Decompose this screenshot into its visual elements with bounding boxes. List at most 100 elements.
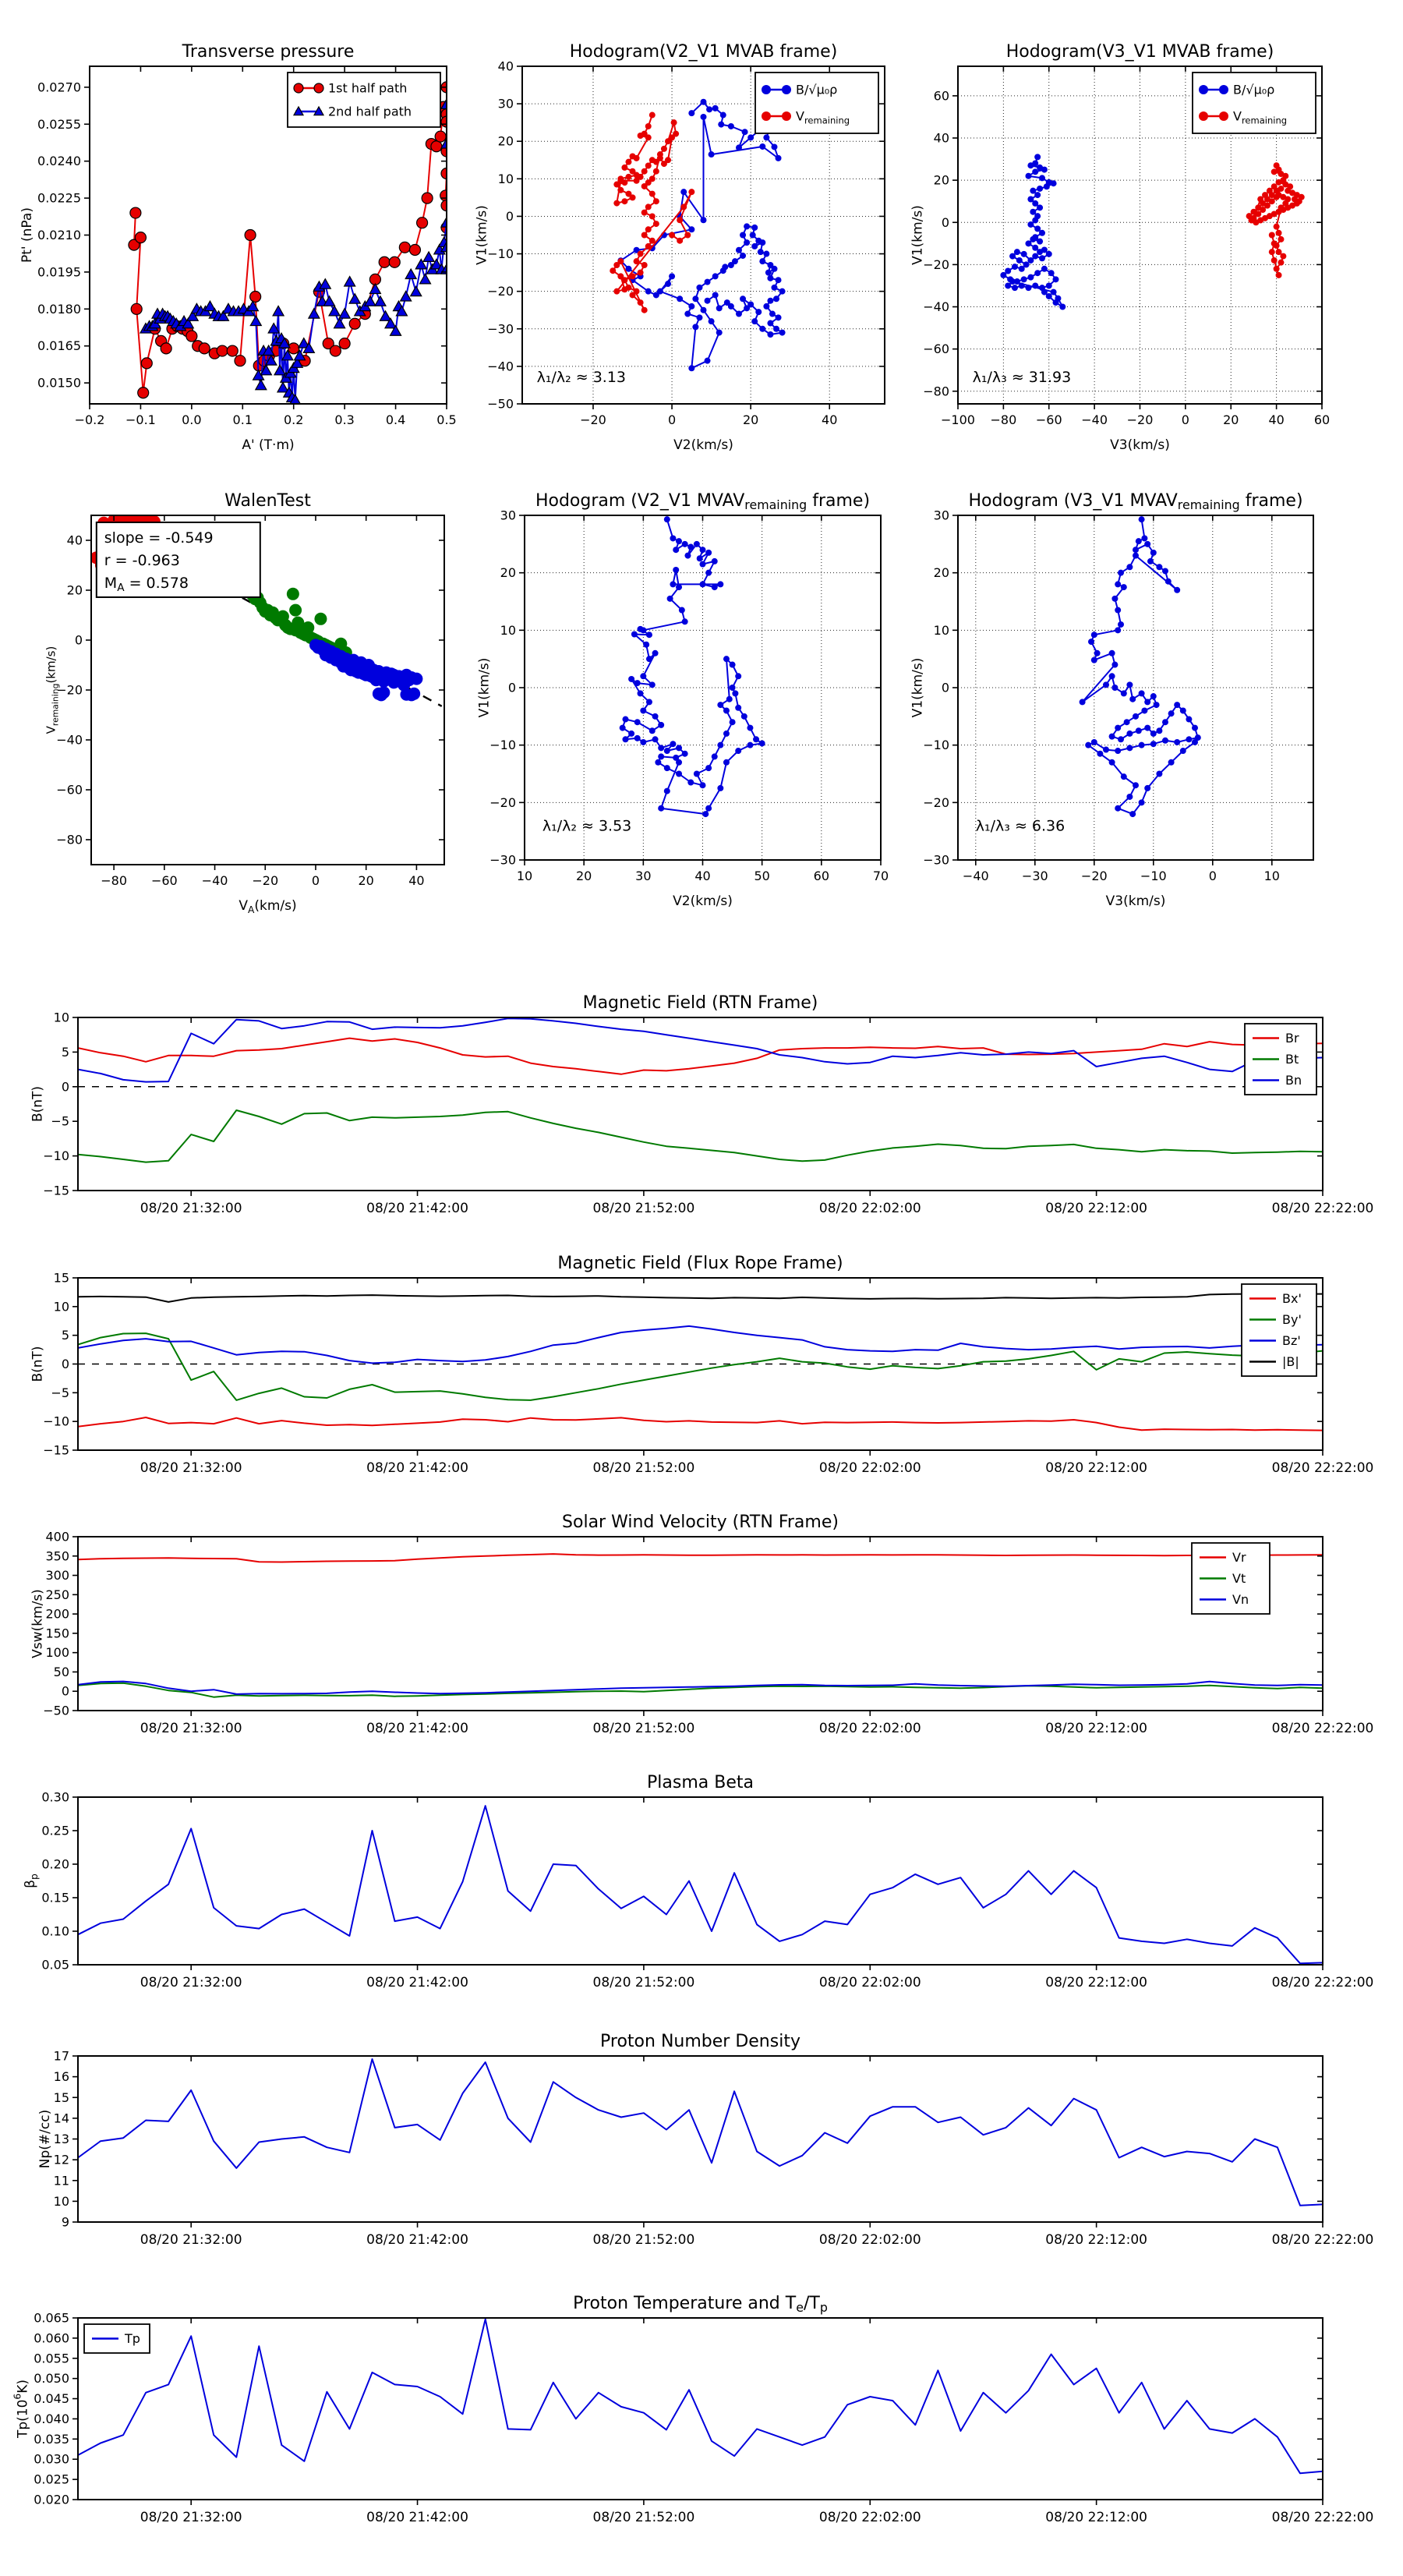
y-axis-label: Np(#/cc)	[37, 2110, 53, 2168]
y-tick-label: −40	[56, 733, 83, 748]
x-tick-label: 0	[1182, 412, 1189, 427]
x-tick-label: 08/20 22:02:00	[819, 1721, 921, 1736]
x-tick-label: 08/20 21:42:00	[366, 1201, 468, 1216]
y-tick-label: −20	[487, 284, 514, 299]
y-tick-label: 10	[54, 1010, 69, 1025]
y-tick-label: 0	[942, 215, 949, 230]
x-tick-label: 08/20 22:02:00	[819, 1460, 921, 1476]
legend-label: B/√μ₀ρ	[1233, 83, 1274, 97]
y-axis-label: Pt' (nPa)	[19, 207, 35, 263]
x-tick-label: 40	[822, 412, 837, 427]
y-tick-label: 10	[54, 2194, 69, 2209]
legend-label: |B|	[1282, 1354, 1299, 1369]
x-tick-label: 08/20 21:42:00	[366, 2510, 468, 2525]
x-tick-label: 08/20 21:32:00	[140, 2232, 242, 2248]
x-tick-label: 08/20 22:02:00	[819, 1975, 921, 1990]
chart-title: WalenTest	[224, 491, 311, 511]
x-tick-label: 60	[1314, 412, 1330, 427]
x-tick-label: 10	[517, 869, 532, 883]
legend-label: Tp	[124, 2331, 140, 2346]
x-tick-label: 40	[694, 869, 710, 883]
y-tick-label: 10	[498, 172, 514, 186]
series-2nd-half-path	[139, 97, 447, 404]
x-tick-label: −0.1	[125, 412, 156, 427]
legend-label: Vt	[1232, 1571, 1246, 1586]
chart-b-rtn: Magnetic Field (RTN Frame) 08/20 21:32:00…	[30, 993, 1374, 1216]
x-tick-label: 10	[1264, 869, 1280, 883]
axes-frame	[77, 2055, 1323, 2223]
legend-label: Bx'	[1282, 1291, 1302, 1306]
x-tick-label: 40	[1268, 412, 1284, 427]
y-tick-label: 40	[67, 533, 83, 548]
y-axis-label: B(nT)	[30, 1086, 46, 1122]
y-tick-label: 30	[498, 97, 514, 111]
legend-label: 2nd half path	[328, 104, 412, 119]
y-tick-label: 300	[45, 1568, 69, 1583]
y-tick-label: 350	[45, 1548, 69, 1563]
x-axis-label: V2(km/s)	[673, 893, 733, 909]
x-tick-label: 0.4	[386, 412, 405, 427]
x-tick-label: 08/20 21:32:00	[140, 1460, 242, 1476]
x-tick-label: 08/20 22:12:00	[1045, 2232, 1147, 2248]
y-tick-label: 20	[934, 173, 949, 188]
x-tick-label: 08/20 22:22:00	[1272, 1975, 1374, 1990]
y-tick-label: −80	[56, 833, 83, 847]
x-tick-label: 08/20 21:32:00	[140, 1721, 242, 1736]
y-tick-label: 0.020	[34, 2493, 69, 2507]
ticks	[72, 2317, 1323, 2505]
y-tick-label: 20	[67, 583, 83, 598]
y-axis-label: Vremaining(km/s)	[44, 646, 61, 734]
y-tick-label: 0.15	[41, 1891, 69, 1905]
series-Bx'	[78, 1417, 1323, 1431]
y-tick-label: 0.0225	[37, 191, 81, 206]
chart-title: Proton Temperature and Te/Tp	[573, 2294, 828, 2315]
x-tick-label: 08/20 22:12:00	[1045, 1201, 1147, 1216]
axes-frame	[77, 1017, 1323, 1191]
legend: Br Bt Bn	[1244, 1023, 1317, 1095]
y-tick-label: 0.055	[34, 2351, 69, 2365]
x-tick-label: 0.1	[233, 412, 253, 427]
y-tick-label: 40	[934, 131, 949, 146]
chart-hodogram-v2v1-mvab: Hodogram(V2_V1 MVAB frame) −20 0 20 40 −50 −40…	[475, 42, 885, 453]
y-tick-label: 10	[54, 1299, 69, 1314]
series-V-path	[1246, 162, 1305, 278]
x-tick-label: −20	[580, 412, 606, 427]
y-tick-label: 0.0165	[37, 338, 81, 353]
y-tick-label: 100	[45, 1645, 69, 1660]
y-tick-label: −10	[923, 738, 949, 752]
y-tick-label: 0.065	[34, 2311, 69, 2326]
legend-label: B/√μ₀ρ	[796, 83, 837, 97]
y-tick-label: −20	[489, 795, 516, 810]
series-|B|	[78, 1293, 1323, 1303]
annotation: λ₁/λ₂ ≈ 3.13	[537, 369, 626, 386]
x-tick-label: 08/20 21:52:00	[593, 1460, 695, 1476]
x-tick-label: −20	[1127, 412, 1154, 427]
y-tick-label: 0.0195	[37, 264, 81, 279]
y-tick-label: −20	[56, 683, 83, 698]
x-tick-label: −40	[202, 873, 228, 888]
series-Np	[78, 2058, 1323, 2206]
x-tick-label: −20	[252, 873, 278, 888]
y-tick-label: −15	[43, 1443, 69, 1458]
stats-line: r = -0.963	[104, 552, 180, 569]
y-tick-label: −15	[43, 1184, 69, 1198]
x-tick-label: 0.5	[436, 412, 456, 427]
x-tick-label: 08/20 22:22:00	[1272, 1201, 1374, 1216]
ticks	[72, 1017, 1323, 1196]
x-tick-label: 08/20 21:52:00	[593, 1201, 695, 1216]
y-tick-label: −30	[487, 321, 514, 336]
y-tick-label: 17	[54, 2049, 69, 2064]
y-tick-label: −5	[51, 1385, 69, 1400]
chart-title: Magnetic Field (Flux Rope Frame)	[557, 1254, 843, 1273]
y-tick-label: 0.25	[41, 1824, 69, 1838]
x-tick-label: 08/20 22:22:00	[1272, 2232, 1374, 2248]
chart-plasma-beta: Plasma Beta 08/20 21:32:00 08/20 21:42:00 0…	[23, 1773, 1373, 1990]
x-tick-label: −30	[1022, 869, 1048, 883]
x-tick-label: 08/20 21:32:00	[140, 1975, 242, 1990]
chart-walen-test: WalenTest −80 −60 −40 −20 0 20 40 −80 −60 −40 −20 0 2…	[44, 491, 445, 915]
y-tick-label: 0	[75, 633, 83, 648]
chart-title: Transverse pressure	[182, 42, 355, 62]
y-tick-label: 0.0210	[37, 228, 81, 242]
